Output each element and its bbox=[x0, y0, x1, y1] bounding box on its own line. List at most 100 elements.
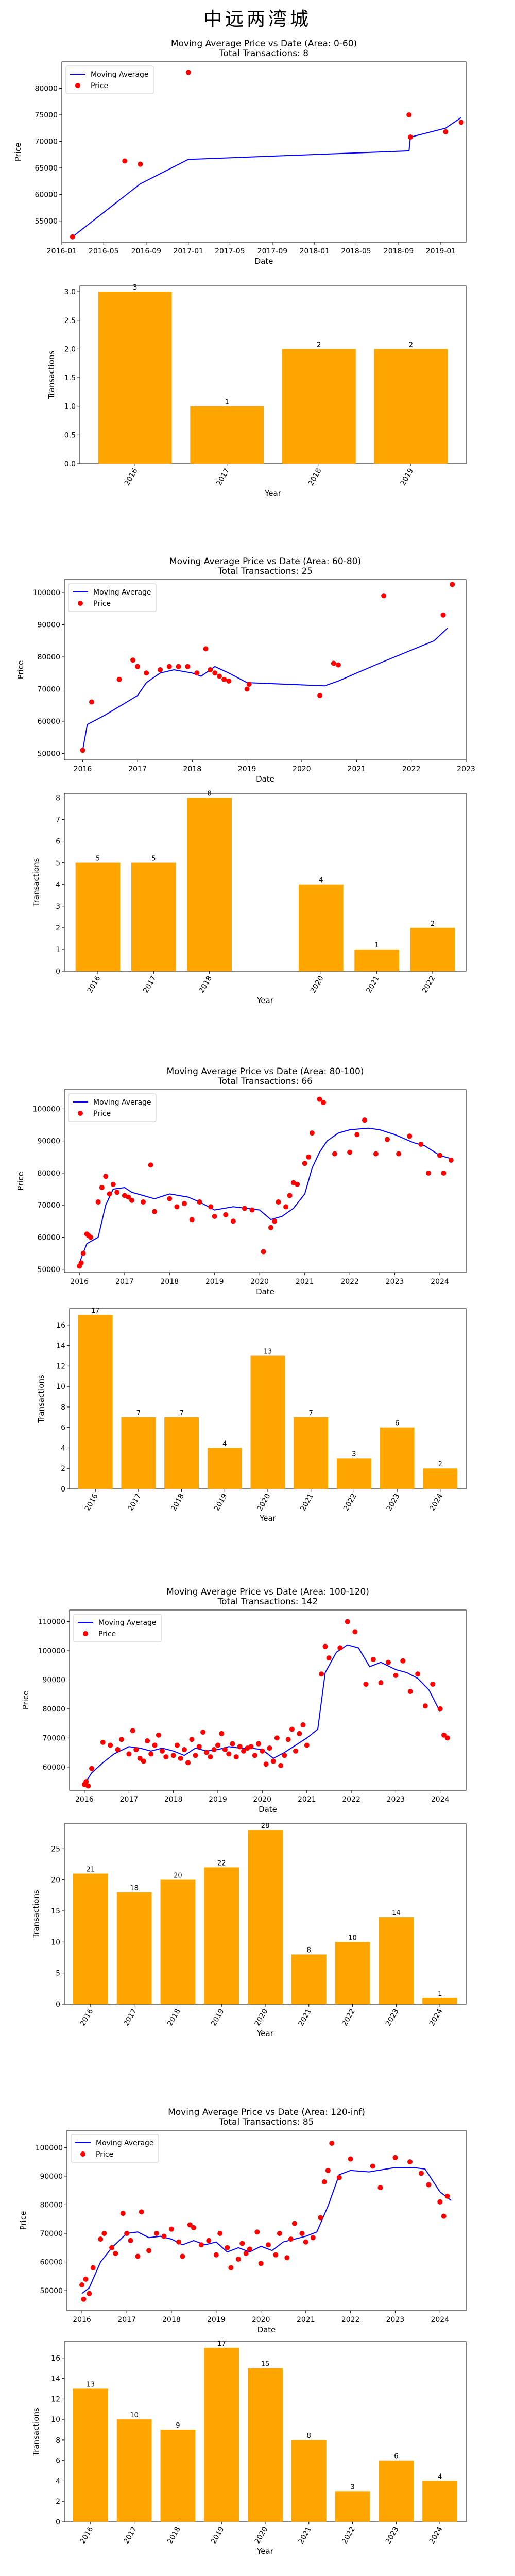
x-tick-label: 2018-01 bbox=[300, 247, 330, 256]
bar-value-label: 7 bbox=[136, 1410, 141, 1417]
price-point bbox=[310, 2235, 316, 2241]
bar-value-label: 8 bbox=[208, 790, 212, 798]
y-tick-label: 3 bbox=[56, 903, 60, 911]
x-tick-label: 2022 bbox=[421, 975, 437, 995]
bar-value-label: 7 bbox=[309, 1410, 313, 1417]
x-tick-label: 2016 bbox=[74, 765, 92, 773]
price-point bbox=[407, 134, 413, 140]
x-tick-label: 2017-05 bbox=[215, 247, 245, 256]
price-point bbox=[370, 2163, 375, 2169]
bar-2019 bbox=[207, 1448, 242, 1489]
bar-value-label: 14 bbox=[392, 1909, 401, 1917]
moving-average-line bbox=[72, 117, 462, 238]
y-tick-label: 50000 bbox=[40, 2287, 63, 2295]
price-point bbox=[407, 2159, 413, 2165]
bar-value-label: 2 bbox=[317, 341, 321, 349]
price-point bbox=[321, 2179, 327, 2184]
price-point bbox=[223, 1212, 229, 1217]
price-point bbox=[336, 2175, 342, 2180]
price-point bbox=[79, 2282, 85, 2287]
price-point bbox=[406, 112, 412, 117]
y-tick-label: 16 bbox=[51, 2354, 60, 2363]
price-point bbox=[168, 2226, 174, 2232]
x-tick-label: 2021 bbox=[348, 765, 366, 773]
price-point bbox=[443, 129, 449, 134]
price-point bbox=[78, 1260, 84, 1266]
chart-title: Moving Average Price vs Date (Area: 0-60… bbox=[171, 39, 357, 49]
y-tick-label: 60000 bbox=[35, 191, 58, 199]
y-tick-label: 2.0 bbox=[64, 345, 76, 353]
price-point bbox=[325, 2167, 331, 2173]
price-point bbox=[392, 2155, 398, 2160]
price-point bbox=[248, 1744, 254, 1750]
price-point bbox=[189, 1737, 195, 1742]
y-tick-label: 5 bbox=[56, 859, 60, 868]
chart-2: 0.0 0.5 1.0 1.5 2.0 2.5 3.0 Transactions 3 2016 1 2… bbox=[47, 284, 467, 498]
y-tick-label: 2 bbox=[56, 2498, 60, 2506]
price-point bbox=[203, 646, 209, 652]
y-axis-label: Price bbox=[13, 143, 23, 162]
y-tick-label: 4 bbox=[56, 881, 60, 889]
price-point bbox=[252, 1753, 258, 1758]
price-point bbox=[363, 1681, 369, 1687]
legend-label-moving-average: Moving Average bbox=[93, 1098, 151, 1107]
chart-9: Moving Average Price vs Date (Area: 120-… bbox=[19, 2107, 467, 2334]
y-tick-label: 20 bbox=[51, 1876, 60, 1885]
price-point bbox=[133, 1747, 139, 1752]
y-tick-label: 80000 bbox=[37, 653, 60, 662]
y-tick-label: 25 bbox=[51, 1845, 60, 1853]
price-point bbox=[244, 686, 250, 692]
bar-2017 bbox=[116, 2419, 152, 2522]
price-point bbox=[89, 1766, 95, 1771]
legend: Moving Average Price bbox=[71, 2134, 159, 2163]
x-tick-label: 2016 bbox=[73, 2316, 91, 2324]
bar-value-label: 18 bbox=[130, 1885, 139, 1892]
x-tick-label: 2020 bbox=[252, 2316, 270, 2324]
y-tick-label: 70000 bbox=[37, 1201, 60, 1210]
bar-2023 bbox=[380, 1427, 415, 1489]
x-tick-label: 2017 bbox=[142, 975, 158, 995]
y-tick-label: 7 bbox=[56, 816, 60, 824]
price-point bbox=[241, 1748, 247, 1754]
price-point bbox=[441, 1170, 447, 1176]
y-tick-label: 0 bbox=[56, 968, 60, 976]
price-point bbox=[384, 1137, 390, 1142]
x-tick-label: 2023 bbox=[384, 2526, 401, 2546]
chart-title: Moving Average Price vs Date (Area: 120-… bbox=[168, 2107, 365, 2117]
bar-2023 bbox=[379, 1917, 414, 2004]
legend-box bbox=[68, 1093, 157, 1122]
price-point bbox=[141, 1758, 146, 1764]
x-tick-label: 2016-01 bbox=[47, 247, 77, 256]
bar-value-label: 5 bbox=[151, 855, 156, 863]
price-point bbox=[108, 1742, 113, 1748]
y-tick-label: 14 bbox=[56, 1342, 65, 1350]
price-point bbox=[458, 120, 464, 125]
bar-2018 bbox=[160, 2430, 196, 2522]
legend-label-moving-average: Moving Average bbox=[98, 1619, 157, 1627]
y-tick-label: 80000 bbox=[40, 2201, 63, 2209]
price-point bbox=[109, 2245, 115, 2250]
y-tick-label: 2.5 bbox=[64, 317, 76, 325]
price-point bbox=[255, 1741, 261, 1747]
price-point bbox=[302, 1161, 307, 1166]
price-point bbox=[377, 2185, 383, 2191]
x-tick-label: 2018 bbox=[169, 1493, 186, 1513]
x-tick-label: 2017-01 bbox=[174, 247, 204, 256]
bar-2020 bbox=[250, 1355, 285, 1489]
x-tick-label: 2019 bbox=[209, 1795, 227, 1804]
bar-2016 bbox=[78, 1314, 113, 1489]
price-point bbox=[156, 1732, 161, 1738]
y-tick-label: 10 bbox=[56, 1383, 65, 1391]
chart-4: 0 1 2 3 4 5 6 7 8 Transactions 5 2016 5 2017 8 2018 4 202… bbox=[31, 790, 467, 1005]
price-point bbox=[181, 1747, 187, 1752]
price-point bbox=[362, 1117, 367, 1123]
y-axis-label: Transactions bbox=[47, 351, 56, 400]
price-point bbox=[254, 2229, 260, 2235]
price-point bbox=[116, 676, 122, 682]
price-point bbox=[124, 2231, 130, 2236]
price-point bbox=[331, 660, 336, 666]
price-point bbox=[230, 1218, 236, 1224]
price-point bbox=[193, 1753, 198, 1758]
price-point bbox=[80, 748, 85, 753]
price-point bbox=[88, 1234, 94, 1240]
